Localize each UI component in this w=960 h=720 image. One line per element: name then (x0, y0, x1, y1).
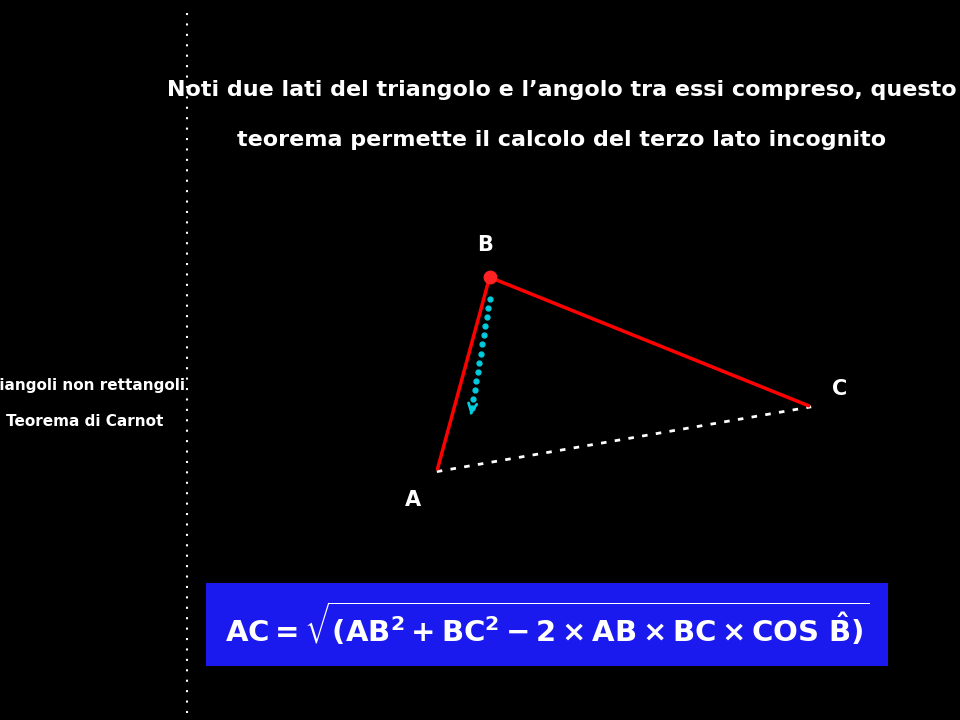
Text: C: C (832, 379, 848, 399)
Text: Teorema di Carnot: Teorema di Carnot (6, 414, 163, 428)
Text: A: A (405, 490, 420, 510)
Text: B: B (477, 235, 492, 255)
Text: $\mathbf{AC = \sqrt{(AB^2 + BC^2 - 2 \times AB \times BC \times COS\ \hat{B})}}$: $\mathbf{AC = \sqrt{(AB^2 + BC^2 - 2 \ti… (225, 600, 870, 649)
Text: teorema permette il calcolo del terzo lato incognito: teorema permette il calcolo del terzo la… (237, 130, 886, 150)
FancyBboxPatch shape (206, 583, 888, 666)
Text: Noti due lati del triangolo e l’angolo tra essi compreso, questo: Noti due lati del triangolo e l’angolo t… (167, 80, 956, 100)
Text: Triangoli non rettangoli: Triangoli non rettangoli (0, 378, 185, 392)
